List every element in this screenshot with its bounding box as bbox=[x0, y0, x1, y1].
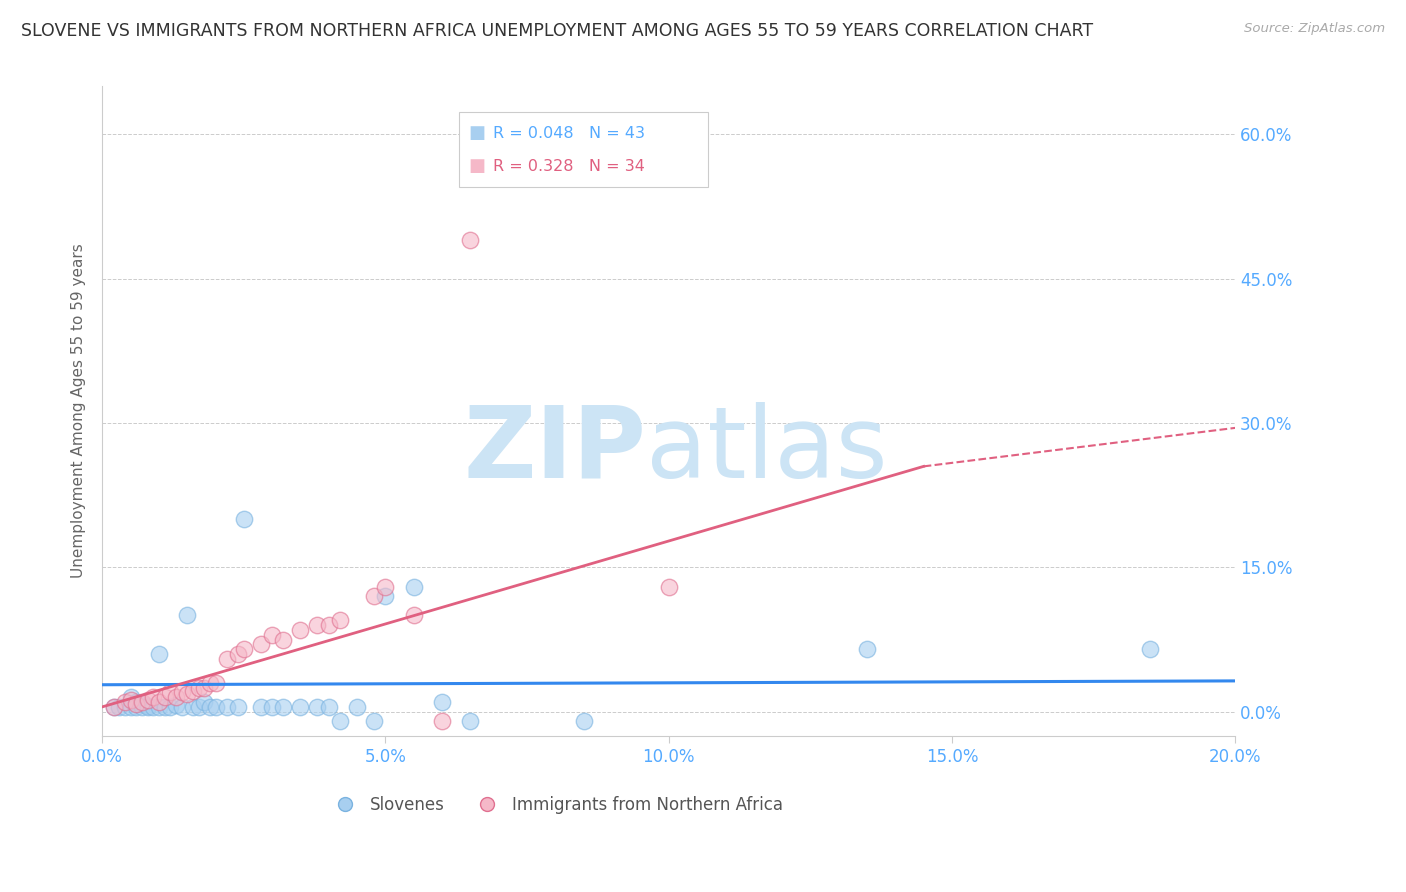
Text: R = 0.048   N = 43: R = 0.048 N = 43 bbox=[494, 126, 645, 141]
Point bbox=[250, 699, 273, 714]
Point bbox=[153, 690, 176, 705]
Point bbox=[148, 695, 170, 709]
Point bbox=[108, 699, 131, 714]
Point bbox=[374, 580, 396, 594]
Point bbox=[250, 637, 273, 651]
Point bbox=[363, 589, 385, 603]
Text: Source: ZipAtlas.com: Source: ZipAtlas.com bbox=[1244, 22, 1385, 36]
Point bbox=[131, 699, 153, 714]
Text: ZIP: ZIP bbox=[463, 401, 645, 499]
Point bbox=[329, 714, 352, 729]
Point bbox=[136, 699, 159, 714]
Point bbox=[159, 699, 181, 714]
Point bbox=[226, 647, 249, 661]
Point bbox=[165, 690, 187, 705]
Point bbox=[125, 699, 148, 714]
Legend: Slovenes, Immigrants from Northern Africa: Slovenes, Immigrants from Northern Afric… bbox=[322, 789, 789, 821]
Point bbox=[159, 685, 181, 699]
Point bbox=[318, 699, 340, 714]
Point bbox=[153, 699, 176, 714]
Point bbox=[181, 683, 204, 698]
Point bbox=[290, 623, 312, 637]
Text: ■: ■ bbox=[468, 124, 485, 142]
Point bbox=[125, 695, 148, 709]
Point bbox=[204, 699, 226, 714]
Point bbox=[290, 699, 312, 714]
Point bbox=[125, 697, 148, 711]
Point bbox=[198, 675, 221, 690]
Point bbox=[307, 618, 329, 632]
Point bbox=[148, 647, 170, 661]
Point bbox=[193, 681, 215, 695]
Point bbox=[363, 714, 385, 729]
Point bbox=[120, 690, 142, 705]
Point bbox=[460, 233, 482, 247]
Point bbox=[181, 699, 204, 714]
Point bbox=[232, 642, 254, 657]
Point bbox=[114, 695, 136, 709]
Point bbox=[103, 699, 125, 714]
Point bbox=[165, 698, 187, 712]
Point bbox=[187, 699, 209, 714]
Point bbox=[215, 699, 238, 714]
Point bbox=[658, 580, 681, 594]
Point bbox=[430, 695, 453, 709]
Text: atlas: atlas bbox=[645, 401, 887, 499]
Point bbox=[114, 699, 136, 714]
Point bbox=[346, 699, 368, 714]
Point bbox=[103, 699, 125, 714]
Point bbox=[232, 512, 254, 526]
Point bbox=[120, 693, 142, 707]
Point bbox=[170, 685, 193, 699]
Point bbox=[131, 697, 153, 711]
Point bbox=[262, 699, 284, 714]
Point bbox=[572, 714, 595, 729]
Point bbox=[402, 580, 425, 594]
Point bbox=[273, 632, 295, 647]
Point bbox=[198, 699, 221, 714]
Point bbox=[856, 642, 879, 657]
Y-axis label: Unemployment Among Ages 55 to 59 years: Unemployment Among Ages 55 to 59 years bbox=[72, 244, 86, 578]
Point bbox=[176, 608, 198, 623]
Point bbox=[193, 695, 215, 709]
Point bbox=[307, 699, 329, 714]
Point bbox=[374, 589, 396, 603]
Point bbox=[176, 687, 198, 701]
Point bbox=[136, 693, 159, 707]
Point bbox=[460, 714, 482, 729]
Point bbox=[204, 675, 226, 690]
Point bbox=[136, 698, 159, 713]
Point bbox=[329, 613, 352, 627]
Point bbox=[273, 699, 295, 714]
Text: SLOVENE VS IMMIGRANTS FROM NORTHERN AFRICA UNEMPLOYMENT AMONG AGES 55 TO 59 YEAR: SLOVENE VS IMMIGRANTS FROM NORTHERN AFRI… bbox=[21, 22, 1094, 40]
Text: R = 0.328   N = 34: R = 0.328 N = 34 bbox=[494, 159, 645, 174]
Point bbox=[1139, 642, 1161, 657]
Point bbox=[187, 681, 209, 695]
Point bbox=[226, 699, 249, 714]
Point bbox=[131, 695, 153, 709]
Point bbox=[170, 699, 193, 714]
Point bbox=[142, 699, 165, 714]
Point bbox=[318, 618, 340, 632]
Point bbox=[215, 652, 238, 666]
Text: ■: ■ bbox=[468, 157, 485, 175]
Point bbox=[148, 699, 170, 714]
Point bbox=[402, 608, 425, 623]
Point bbox=[142, 690, 165, 705]
Point bbox=[262, 628, 284, 642]
Point bbox=[430, 714, 453, 729]
FancyBboxPatch shape bbox=[460, 112, 709, 187]
Point bbox=[120, 699, 142, 714]
